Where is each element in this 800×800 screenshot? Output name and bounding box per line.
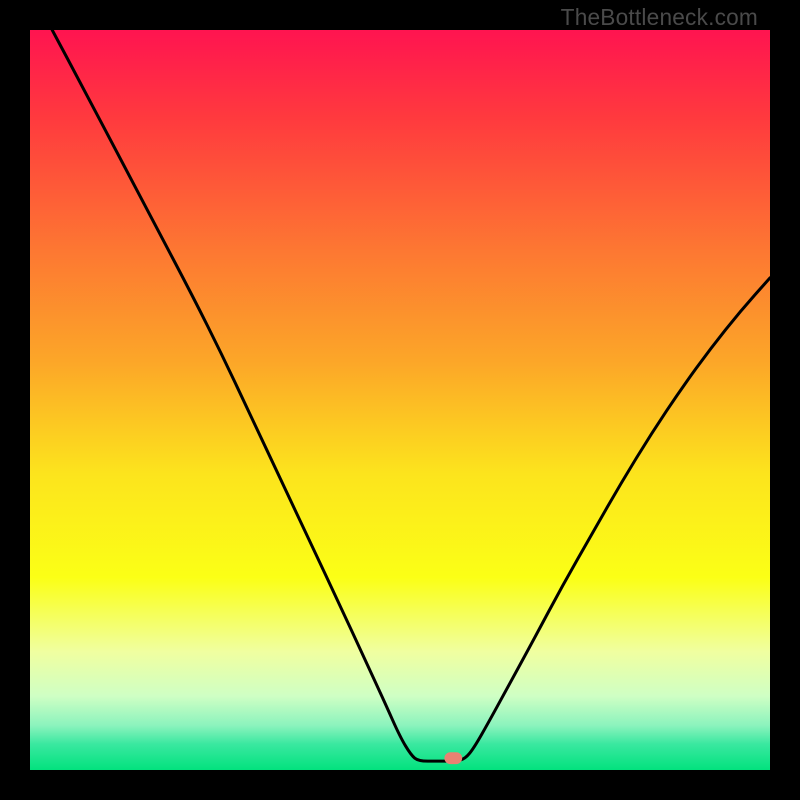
gradient-background [30,30,770,770]
chart-stage: TheBottleneck.com [0,0,800,800]
optimal-point-marker [444,752,462,764]
bottleneck-curve-chart [30,30,770,770]
watermark-text: TheBottleneck.com [561,4,758,31]
